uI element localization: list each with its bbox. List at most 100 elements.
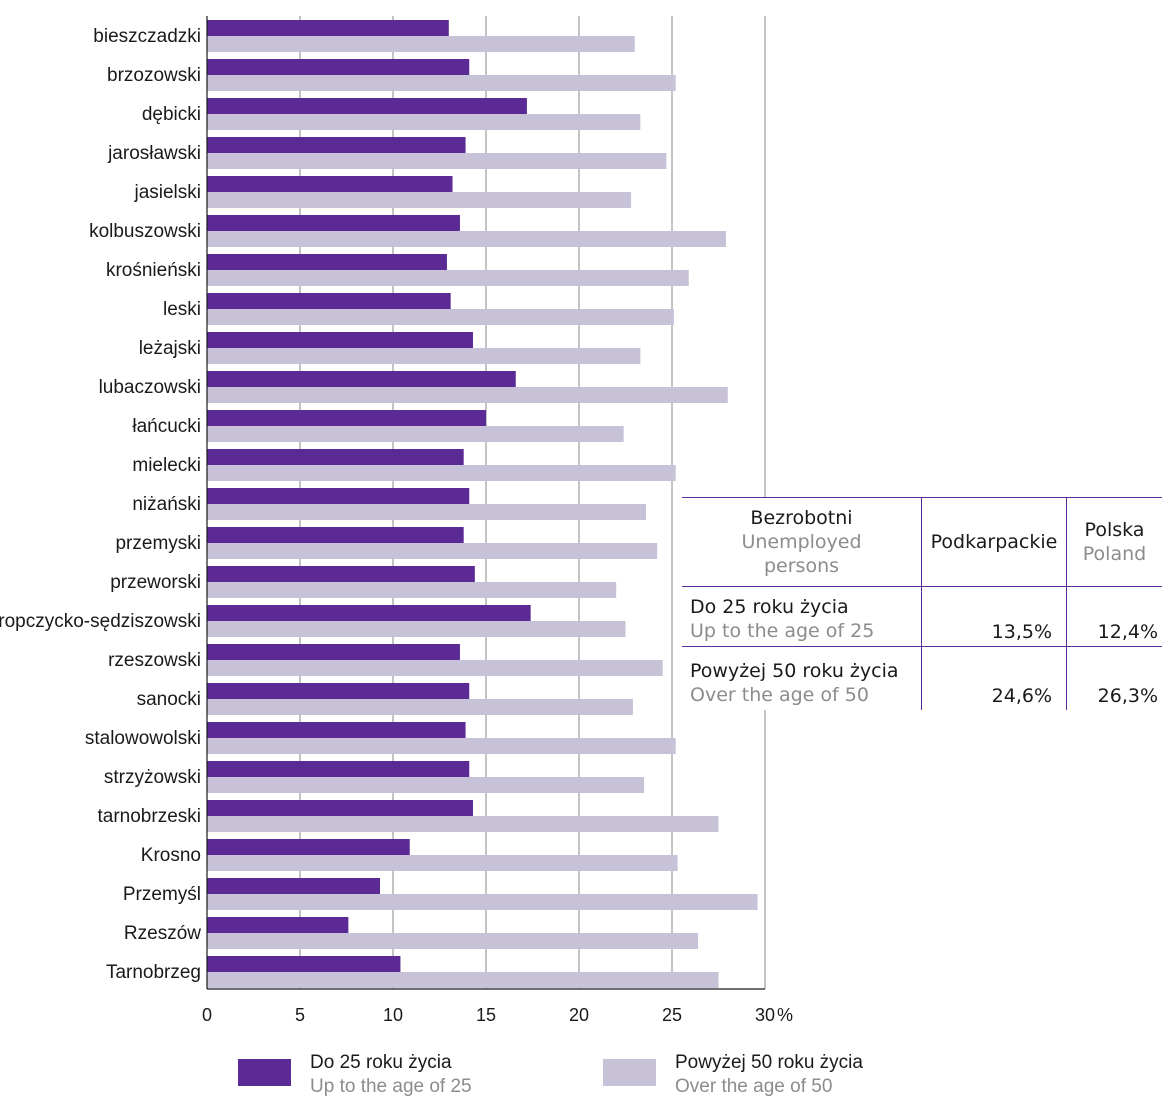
bar-under25: [207, 488, 470, 504]
bar-under25: [207, 371, 516, 387]
bar-over50: [207, 231, 726, 247]
row-under25-label: Do 25 roku życia Up to the age of 25: [690, 596, 875, 642]
legend-swatch-under25: [238, 1059, 291, 1086]
bar-over50: [207, 816, 719, 832]
category-labels: bieszczadzki brzozowski dębicki jarosławski…: [0, 26, 201, 983]
category-label: przemyski: [115, 533, 201, 554]
header-polska-pl: Polska: [1084, 519, 1145, 541]
header-unemployed-pl: Bezrobotni: [750, 507, 853, 529]
bar-under25: [207, 215, 460, 231]
legend-label-under25-en: Up to the age of 25: [310, 1076, 472, 1097]
x-unit-label: %: [777, 1005, 793, 1025]
bar-under25: [207, 293, 451, 309]
bar-under25: [207, 839, 410, 855]
bar-under25: [207, 137, 466, 153]
bar-under25: [207, 761, 470, 777]
bar-over50: [207, 660, 663, 676]
bar-under25: [207, 800, 473, 816]
bar-under25: [207, 98, 527, 114]
bar-under25: [207, 176, 453, 192]
row-over50-podkarpackie: 24,6%: [991, 685, 1052, 707]
bar-under25: [207, 605, 531, 621]
bar-over50: [207, 75, 676, 91]
category-label: Przemyśl: [123, 884, 201, 905]
bar-under25: [207, 683, 470, 699]
bar-over50: [207, 348, 641, 364]
summary-table: Bezrobotni Unemployed persons Podkarpack…: [682, 497, 1162, 710]
bar-under25: [207, 917, 349, 933]
row-over50-label: Powyżej 50 roku życia Over the age of 50: [690, 660, 899, 706]
row-over50-polska: 26,3%: [1097, 685, 1158, 707]
bar-under25: [207, 332, 473, 348]
bar-over50: [207, 894, 758, 910]
category-label: brzozowski: [107, 65, 201, 86]
x-tick-label: 30: [755, 1005, 775, 1025]
bar-over50: [207, 153, 667, 169]
legend-label-under25: Do 25 roku życia: [310, 1052, 452, 1073]
bar-over50: [207, 933, 699, 949]
bar-over50: [207, 426, 624, 442]
header-podkarpackie: Podkarpackie: [930, 531, 1058, 553]
category-label: łańcucki: [132, 416, 201, 437]
category-label: Tarnobrzeg: [106, 962, 201, 983]
category-label: strzyżowski: [104, 767, 201, 788]
bar-under25: [207, 644, 460, 660]
bar-over50: [207, 972, 719, 988]
bar-chart: bieszczadzki brzozowski dębicki jarosławski…: [0, 16, 793, 1025]
category-label: kolbuszowski: [89, 221, 201, 242]
bar-over50: [207, 504, 646, 520]
bar-under25: [207, 254, 447, 270]
category-label: dębicki: [142, 104, 201, 125]
bar-under25: [207, 410, 486, 426]
category-label: niżański: [132, 494, 201, 515]
category-label: jasielski: [133, 182, 201, 203]
x-tick-label: 20: [569, 1005, 589, 1025]
bar-under25: [207, 566, 475, 582]
category-label: tarnobrzeski: [98, 806, 202, 827]
category-label: rzeszowski: [108, 650, 201, 671]
header-unemployed: Bezrobotni Unemployed persons: [682, 506, 921, 578]
bar-over50: [207, 114, 641, 130]
category-label: krośnieński: [106, 260, 201, 281]
bar-over50: [207, 192, 632, 208]
bar-under25: [207, 527, 464, 543]
bar-over50: [207, 699, 633, 715]
bar-over50: [207, 543, 658, 559]
x-tick-label: 5: [295, 1005, 305, 1025]
legend-label-over50: Powyżej 50 roku życia: [675, 1052, 863, 1073]
bar-over50: [207, 621, 626, 637]
legend-swatch-over50: [603, 1059, 656, 1086]
category-label: leski: [163, 299, 201, 320]
header-unemployed-en: Unemployed persons: [741, 531, 862, 577]
bar-over50: [207, 36, 635, 52]
legend-label-over50-en: Over the age of 50: [675, 1076, 833, 1097]
bar-under25: [207, 449, 464, 465]
bar-over50: [207, 309, 674, 325]
bar-over50: [207, 582, 617, 598]
category-label: stalowowolski: [85, 728, 201, 749]
bar-under25: [207, 878, 380, 894]
bars: [207, 20, 758, 988]
category-label: bieszczadzki: [93, 26, 201, 47]
row-under25-podkarpackie: 13,5%: [991, 621, 1052, 643]
bar-under25: [207, 722, 466, 738]
x-axis: 0 5 10 15 20 25 30%: [202, 16, 793, 1025]
bar-over50: [207, 777, 645, 793]
x-tick-label: 25: [662, 1005, 682, 1025]
category-label: sanocki: [137, 689, 201, 710]
row-under25-polska: 12,4%: [1097, 621, 1158, 643]
bar-over50: [207, 387, 728, 403]
bar-over50: [207, 855, 678, 871]
category-label: Rzeszów: [124, 923, 201, 944]
bar-under25: [207, 59, 470, 75]
category-label: Krosno: [141, 845, 201, 866]
header-polska: Polska Poland: [1067, 518, 1162, 566]
bar-under25: [207, 956, 401, 972]
bar-over50: [207, 738, 676, 754]
bar-under25: [207, 20, 449, 36]
x-tick-label: 0: [202, 1005, 212, 1025]
header-polska-en: Poland: [1082, 543, 1147, 565]
bar-over50: [207, 465, 676, 481]
category-label: mielecki: [132, 455, 201, 476]
category-label: lubaczowski: [99, 377, 201, 398]
